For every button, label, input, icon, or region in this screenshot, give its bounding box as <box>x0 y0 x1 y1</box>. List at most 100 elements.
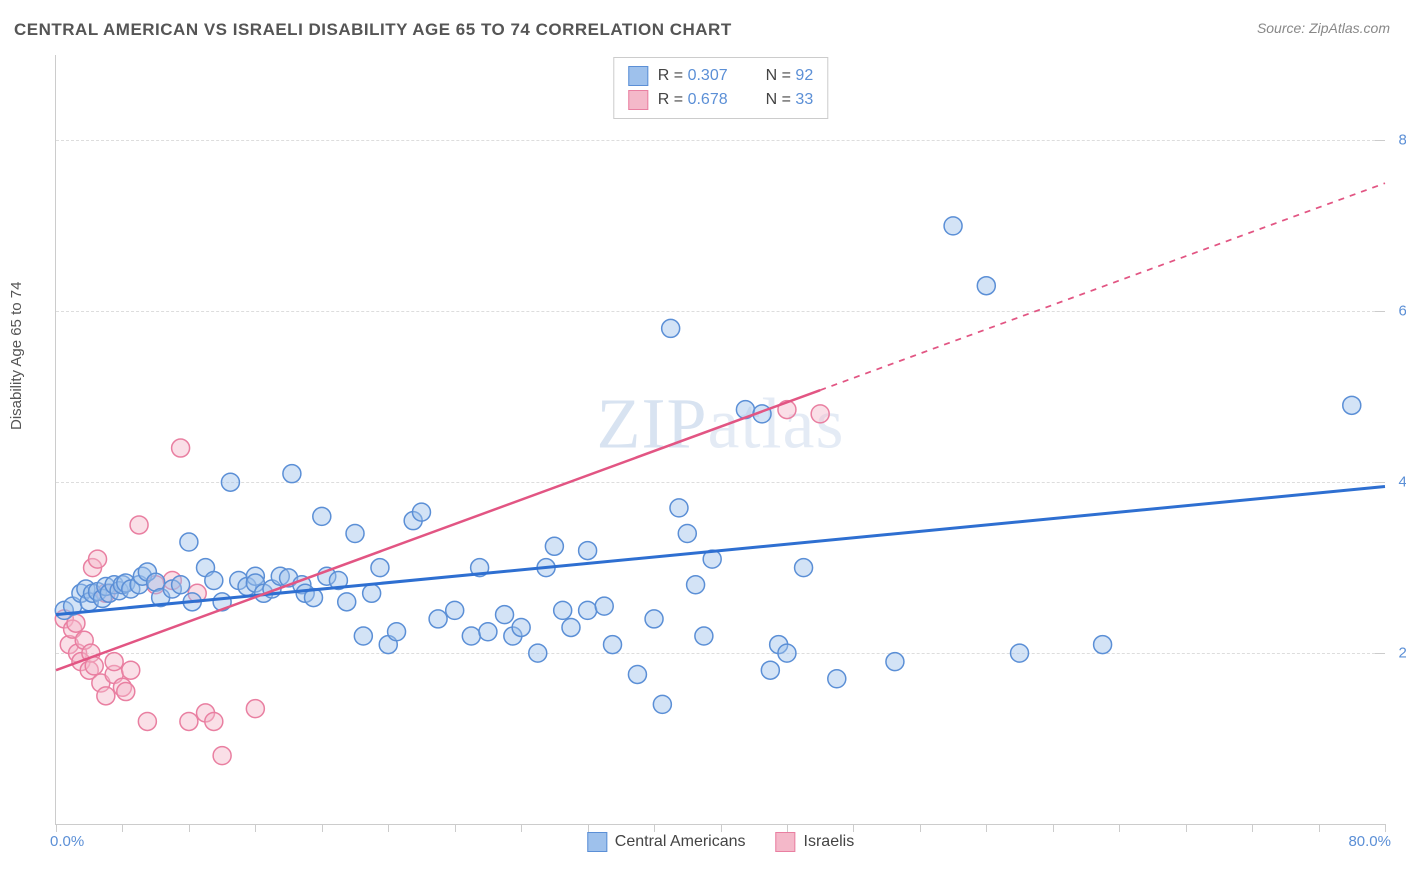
scatter-point <box>412 503 430 521</box>
scatter-point <box>130 516 148 534</box>
chart-container: CENTRAL AMERICAN VS ISRAELI DISABILITY A… <box>0 0 1406 892</box>
legend-label: Central Americans <box>615 833 746 851</box>
scatter-point <box>117 683 135 701</box>
x-tick <box>787 824 788 832</box>
scatter-point <box>695 627 713 645</box>
scatter-point <box>213 747 231 765</box>
x-tick <box>853 824 854 832</box>
x-tick <box>1186 824 1187 832</box>
x-tick <box>388 824 389 832</box>
x-tick-min: 0.0% <box>50 833 84 850</box>
scatter-point <box>138 712 156 730</box>
legend-item: Israelis <box>776 832 855 852</box>
legend-swatch <box>628 66 648 86</box>
scatter-point <box>346 524 364 542</box>
x-tick <box>255 824 256 832</box>
scatter-point <box>221 473 239 491</box>
scatter-point <box>653 695 671 713</box>
trend-line-dashed <box>820 183 1385 390</box>
n-value: 92 <box>795 67 813 84</box>
scatter-point <box>122 661 140 679</box>
scatter-point <box>205 712 223 730</box>
scatter-point <box>554 601 572 619</box>
scatter-point <box>529 644 547 662</box>
scatter-point <box>363 584 381 602</box>
x-tick <box>122 824 123 832</box>
scatter-point <box>579 601 597 619</box>
x-tick <box>920 824 921 832</box>
scatter-point <box>89 550 107 568</box>
x-tick <box>721 824 722 832</box>
legend-row: R = 0.307 N = 92 <box>628 64 813 88</box>
legend-swatch <box>587 832 607 852</box>
scatter-point <box>595 597 613 615</box>
x-tick <box>322 824 323 832</box>
r-value: 0.307 <box>688 67 728 84</box>
correlation-legend: R = 0.307 N = 92 R = 0.678N = 33 <box>613 57 828 119</box>
legend-item: Central Americans <box>587 832 746 852</box>
x-tick <box>56 824 57 832</box>
scatter-point <box>97 687 115 705</box>
scatter-point <box>283 465 301 483</box>
scatter-point <box>1343 396 1361 414</box>
x-tick <box>1385 824 1386 832</box>
scatter-point <box>944 217 962 235</box>
scatter-point <box>662 319 680 337</box>
scatter-point <box>180 533 198 551</box>
scatter-point <box>579 542 597 560</box>
scatter-point <box>628 665 646 683</box>
n-label: N = 92 <box>766 67 814 85</box>
r-label: R = 0.307 <box>658 67 728 85</box>
scatter-point <box>496 606 514 624</box>
y-tick-label: 20.0% <box>1398 645 1406 662</box>
scatter-svg <box>56 55 1385 824</box>
scatter-point <box>462 627 480 645</box>
x-tick <box>189 824 190 832</box>
x-tick <box>588 824 589 832</box>
scatter-point <box>479 623 497 641</box>
scatter-point <box>388 623 406 641</box>
plot-area: ZIPatlas 20.0%40.0%60.0%80.0% 0.0% 80.0%… <box>55 55 1385 825</box>
n-value: 33 <box>795 91 813 108</box>
scatter-point <box>828 670 846 688</box>
scatter-point <box>354 627 372 645</box>
y-tick-label: 60.0% <box>1398 303 1406 320</box>
x-tick <box>1252 824 1253 832</box>
scatter-point <box>604 636 622 654</box>
legend-row: R = 0.678N = 33 <box>628 88 813 112</box>
scatter-point <box>1094 636 1112 654</box>
scatter-point <box>977 277 995 295</box>
scatter-point <box>562 618 580 636</box>
x-tick-max: 80.0% <box>1348 833 1391 850</box>
scatter-point <box>1011 644 1029 662</box>
y-tick-label: 80.0% <box>1398 132 1406 149</box>
scatter-point <box>778 644 796 662</box>
scatter-point <box>371 559 389 577</box>
scatter-point <box>678 524 696 542</box>
x-tick <box>1319 824 1320 832</box>
y-axis-label: Disability Age 65 to 74 <box>8 282 25 430</box>
source-label: Source: ZipAtlas.com <box>1257 20 1390 36</box>
y-tick-label: 40.0% <box>1398 474 1406 491</box>
x-tick <box>455 824 456 832</box>
x-tick <box>1119 824 1120 832</box>
scatter-point <box>512 618 530 636</box>
chart-title: CENTRAL AMERICAN VS ISRAELI DISABILITY A… <box>14 20 732 40</box>
trend-line <box>56 486 1385 614</box>
x-tick <box>986 824 987 832</box>
scatter-point <box>338 593 356 611</box>
r-label: R = 0.678 <box>658 91 728 109</box>
scatter-point <box>687 576 705 594</box>
scatter-point <box>545 537 563 555</box>
scatter-point <box>670 499 688 517</box>
series-legend: Central Americans Israelis <box>587 832 854 852</box>
scatter-point <box>446 601 464 619</box>
scatter-point <box>313 507 331 525</box>
legend-label: Israelis <box>804 833 855 851</box>
scatter-point <box>105 653 123 671</box>
scatter-point <box>811 405 829 423</box>
scatter-point <box>429 610 447 628</box>
legend-swatch <box>628 90 648 110</box>
x-tick <box>654 824 655 832</box>
x-tick <box>521 824 522 832</box>
